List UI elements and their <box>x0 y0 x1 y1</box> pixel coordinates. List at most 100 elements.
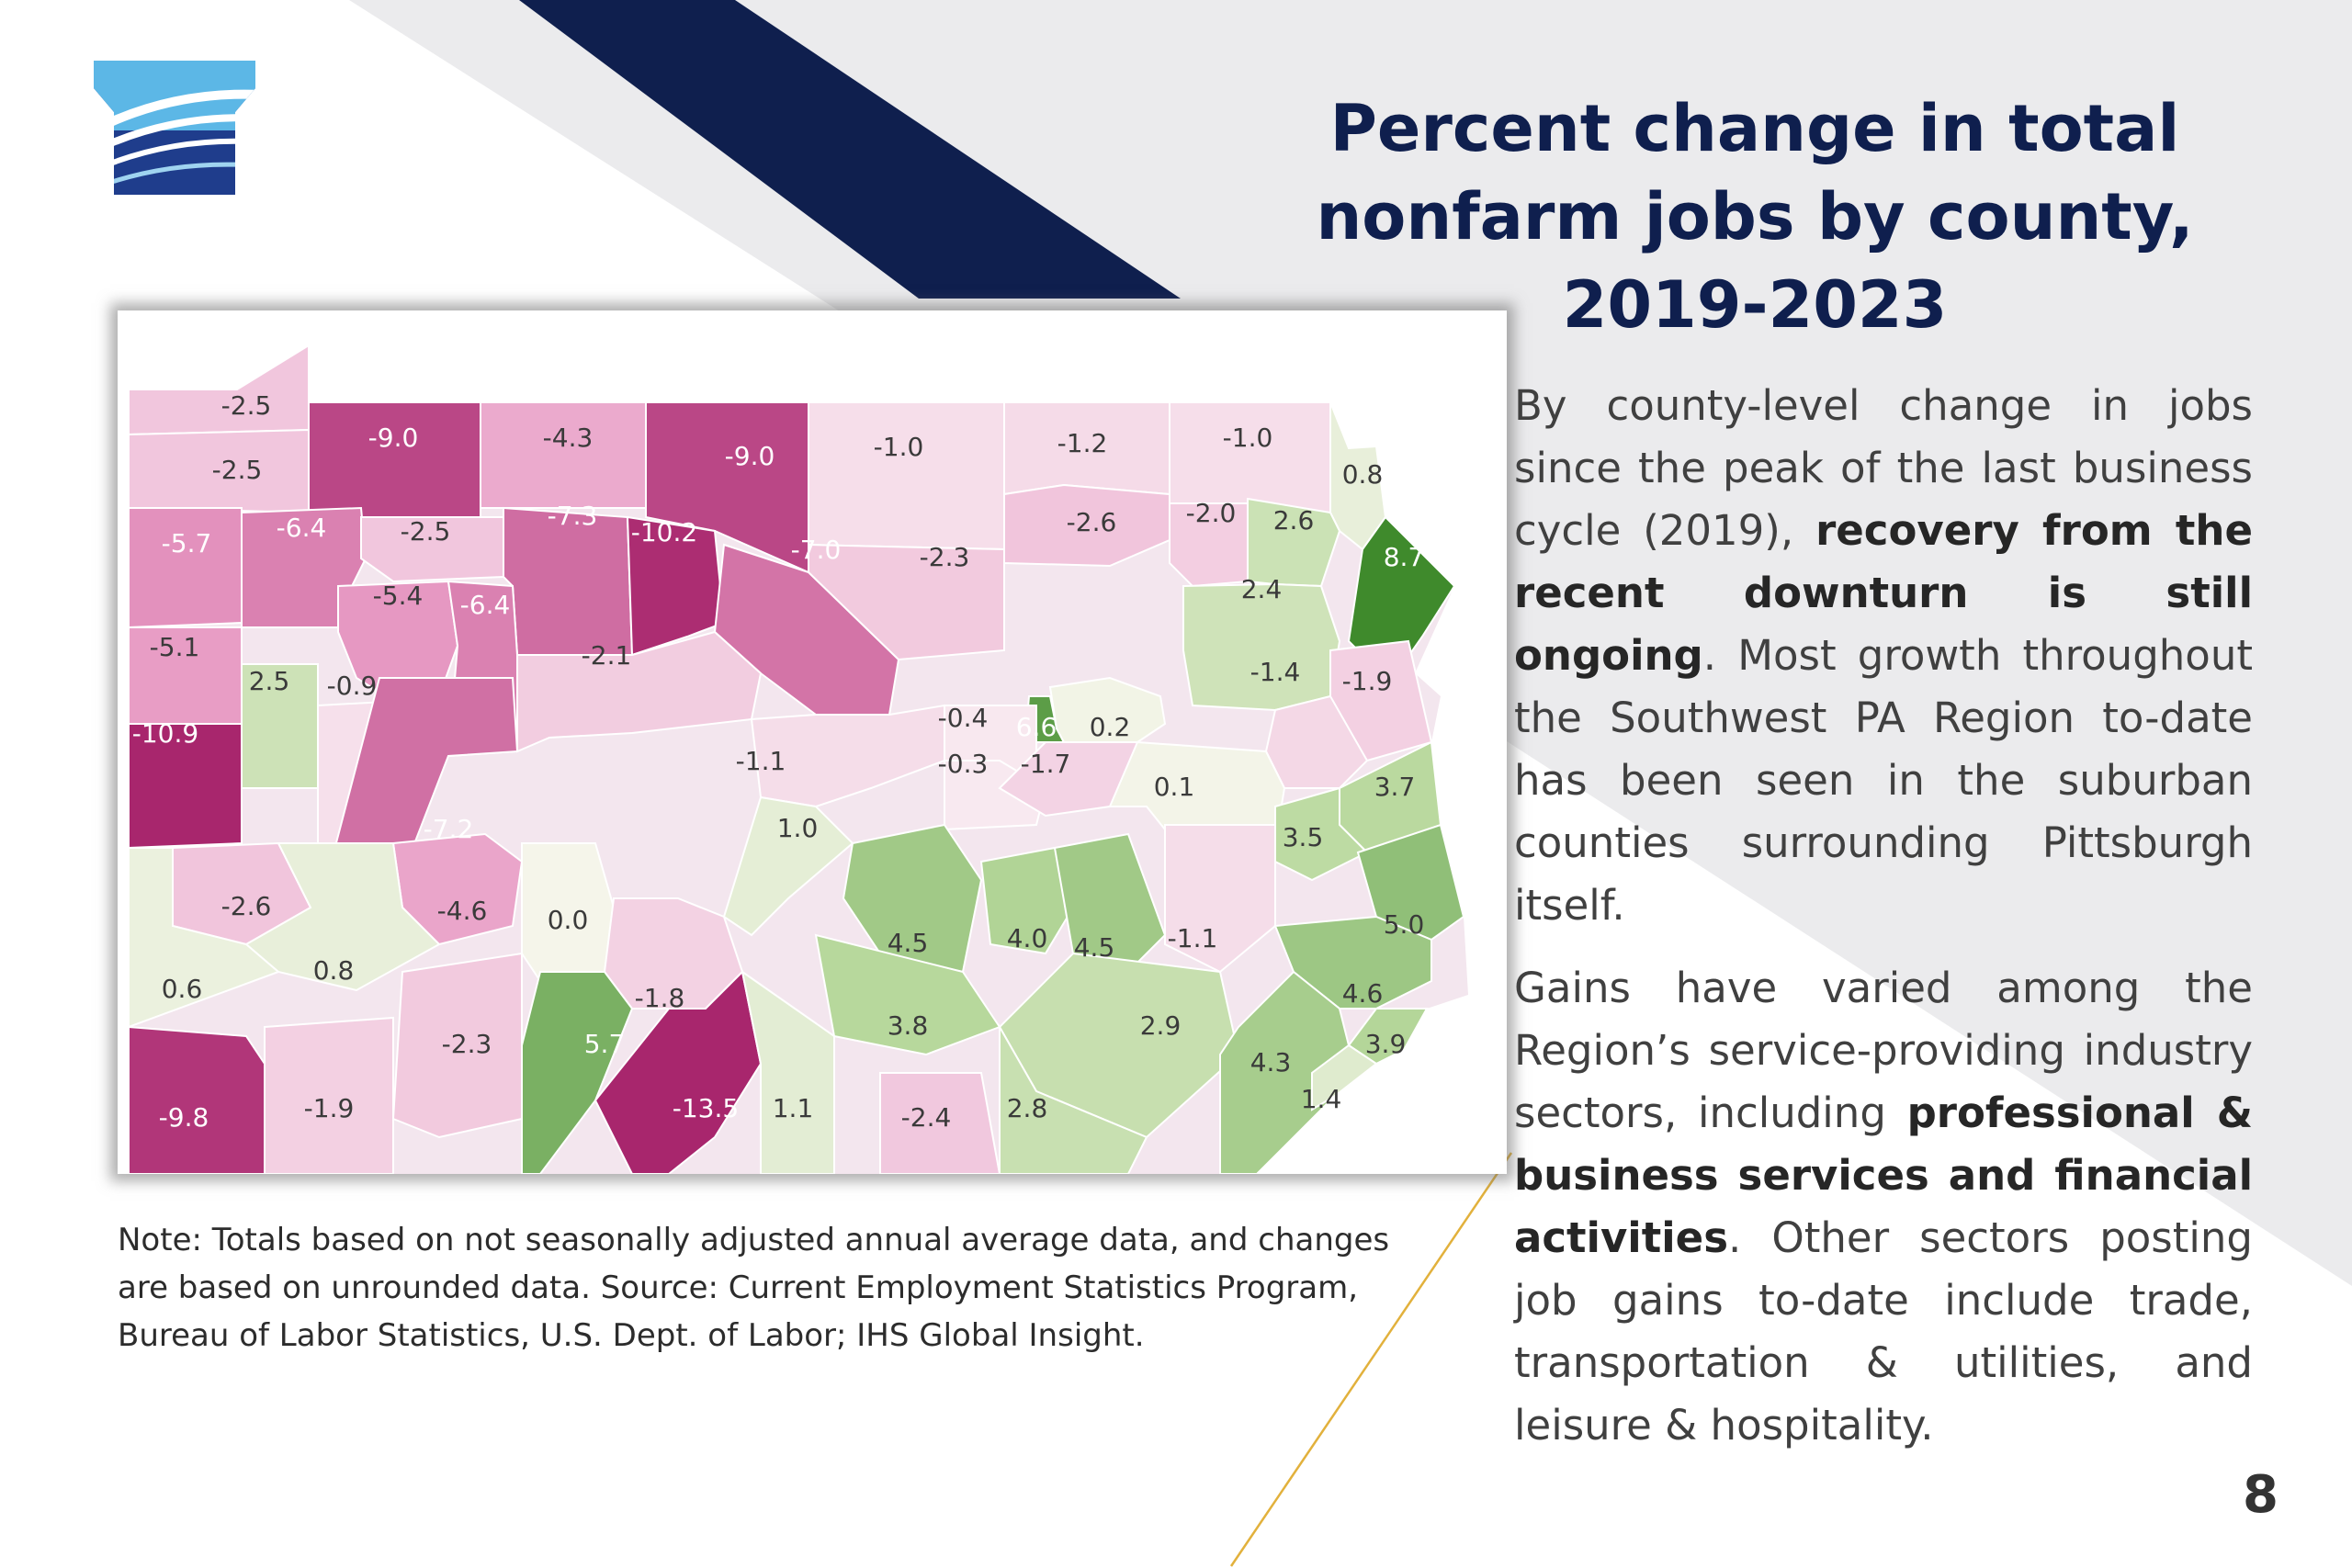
county-labels: -2.5 -2.5 -9.0 -4.3 -9.0 -1.0 -1.2 -1.0 0.8 -5.7 -… <box>132 390 1424 1133</box>
county-region <box>360 516 504 583</box>
county-value-label: 2.5 <box>249 666 290 696</box>
county-value-label: -6.4 <box>277 513 327 543</box>
county-value-label: -10.9 <box>132 718 198 749</box>
county-value-label: -1.9 <box>304 1093 355 1123</box>
county-region <box>594 969 763 1174</box>
note-line: Bureau of Labor Statistics, U.S. Dept. o… <box>118 1317 1145 1354</box>
county-region <box>626 515 726 657</box>
county-value-label: 3.8 <box>888 1010 929 1041</box>
county-region <box>1219 970 1351 1174</box>
county-region <box>1053 832 1167 974</box>
pa-county-choropleth-map: -2.5 -2.5 -9.0 -4.3 -9.0 -1.0 -1.2 -1.0 0.8 -5.7 -… <box>128 344 1468 1174</box>
county-value-label: -2.3 <box>920 542 970 572</box>
county-value-label: 0.8 <box>313 955 355 986</box>
county-value-label: -1.0 <box>1223 423 1273 453</box>
county-value-label: 6.6 <box>1016 712 1057 742</box>
county-value-label: -1.2 <box>1057 428 1108 458</box>
county-value-label: 5.0 <box>1384 909 1425 940</box>
county-region <box>1164 824 1276 974</box>
county-value-label: 3.5 <box>1283 822 1324 852</box>
county-region <box>391 952 523 1139</box>
county-value-label: 8.7 <box>1384 542 1425 572</box>
county-value-label: -1.1 <box>736 746 786 776</box>
county-value-label: 0.6 <box>162 974 203 1004</box>
county-value-label: -1.0 <box>874 432 924 462</box>
county-value-label: -1.9 <box>1342 666 1393 696</box>
county-region <box>1169 502 1249 588</box>
text-run: By county-level change in jobs since the… <box>1514 381 2253 555</box>
county-value-label: -2.4 <box>901 1102 952 1133</box>
county-value-label: 0.1 <box>1154 772 1195 802</box>
county-region <box>879 1072 1001 1174</box>
county-region <box>979 846 1075 955</box>
county-region <box>999 1023 1148 1174</box>
background-grey-band <box>349 0 2352 1286</box>
title-line: 2019-2023 <box>1562 267 1948 343</box>
county-value-label: -2.6 <box>221 891 272 921</box>
county-region <box>741 969 835 1174</box>
text-run: . Most growth throughout the Southwest P… <box>1514 631 2253 930</box>
county-region <box>645 401 809 574</box>
county-value-label: -7.3 <box>548 501 598 531</box>
navy-diagonal-stripe <box>519 0 1181 299</box>
county-region <box>1311 1043 1378 1111</box>
county-value-label: 2.6 <box>1273 505 1315 536</box>
county-value-label: -2.6 <box>1067 507 1117 537</box>
county-value-label: 5.7 <box>584 1029 626 1059</box>
page-number: 8 <box>2243 1465 2278 1525</box>
county-value-label: -9.8 <box>159 1102 209 1133</box>
county-value-label: 4.3 <box>1250 1047 1292 1077</box>
county-value-label: 0.8 <box>1342 459 1384 490</box>
county-region <box>264 1016 394 1174</box>
county-value-label: -7.2 <box>424 814 474 844</box>
text-run: Gains have varied among the Region’s ser… <box>1514 964 2253 1137</box>
pa-keystone-logo-icon <box>94 61 255 195</box>
title-line: Percent change in total <box>1329 91 2180 166</box>
county-region <box>1347 1008 1429 1066</box>
paragraph-gains: Gains have varied among the Region’s ser… <box>1514 957 2253 1457</box>
county-value-label: 1.1 <box>773 1093 814 1123</box>
title-line: nonfarm jobs by county, <box>1316 179 2194 254</box>
county-value-label: -2.3 <box>442 1029 492 1059</box>
county-value-label: -9.0 <box>368 423 419 453</box>
county-value-label: -4.6 <box>437 896 488 926</box>
county-value-label: 0.2 <box>1090 712 1131 742</box>
county-value-label: 2.8 <box>1007 1093 1048 1123</box>
county-region <box>308 401 481 518</box>
county-region <box>808 543 1005 661</box>
county-value-label: -10.2 <box>631 517 697 547</box>
county-value-label: 3.9 <box>1365 1029 1407 1059</box>
county-value-label: -0.4 <box>938 703 989 733</box>
county-value-label: 0.0 <box>548 905 589 935</box>
county-region <box>244 842 441 992</box>
text-run: . Other sectors posting job gains to-dat… <box>1514 1213 2253 1450</box>
county-value-label: -1.1 <box>1168 923 1218 953</box>
county-value-label: -0.3 <box>938 749 989 779</box>
paragraph-recovery: By county-level change in jobs since the… <box>1514 375 2253 937</box>
county-value-label: -1.8 <box>635 983 685 1013</box>
county-value-label: -1.7 <box>1021 749 1071 779</box>
county-region <box>480 401 647 509</box>
county-value-label: 4.0 <box>1007 923 1048 953</box>
county-value-label: 3.7 <box>1374 772 1416 802</box>
county-value-label: -2.5 <box>212 455 263 485</box>
county-region <box>128 723 243 850</box>
county-region <box>808 401 1005 551</box>
county-value-label: -5.4 <box>373 581 424 611</box>
note-line: are based on unrounded data. Source: Cur… <box>118 1269 1359 1306</box>
note-line: Note: Totals based on not seasonally adj… <box>118 1222 1390 1258</box>
gold-accent-line <box>1229 1152 1513 1567</box>
county-value-label: -2.5 <box>221 390 272 421</box>
body-text: By county-level change in jobs since the… <box>1514 375 2253 1457</box>
county-value-label: -1.4 <box>1250 657 1301 687</box>
county-region <box>1356 823 1465 942</box>
county-value-label: 4.5 <box>888 928 929 958</box>
county-value-label: -9.0 <box>725 441 775 471</box>
county-map-frame: -2.5 -2.5 -9.0 -4.3 -9.0 -1.0 -1.2 -1.0 0.8 -5.7 -… <box>118 310 1507 1174</box>
slide-title: Percent change in total nonfarm jobs by … <box>1268 85 2242 349</box>
county-shapes <box>128 344 1465 1174</box>
county-value-label: -2.5 <box>401 516 451 547</box>
county-value-label: 4.6 <box>1342 978 1384 1009</box>
county-value-label: -4.3 <box>543 423 594 453</box>
county-value-label: -2.1 <box>582 640 632 671</box>
